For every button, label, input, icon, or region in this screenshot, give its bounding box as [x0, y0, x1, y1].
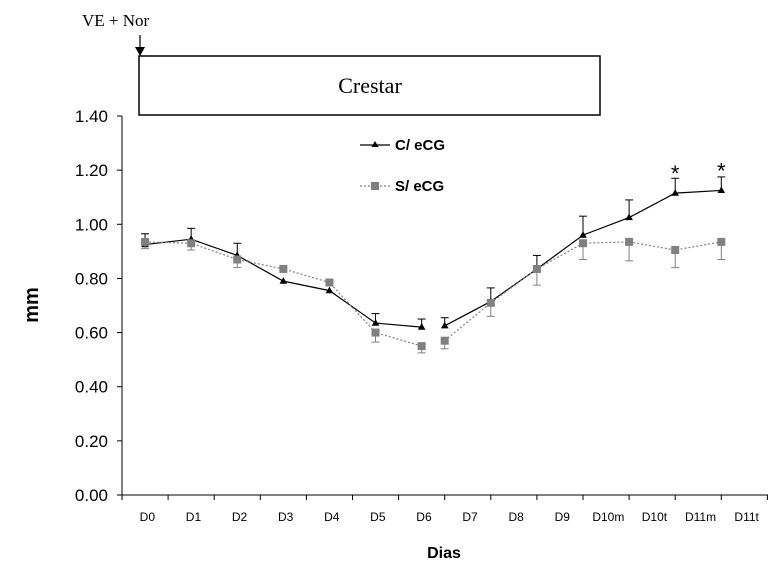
data-point	[417, 342, 426, 351]
x-tick-label: D10t	[642, 510, 668, 524]
y-tick-label: 1.20	[75, 161, 108, 180]
x-tick-label: D8	[508, 510, 524, 524]
data-point	[325, 278, 334, 287]
series-c-ecg	[141, 176, 726, 330]
series-group	[141, 176, 726, 354]
x-tick-label: D9	[555, 510, 571, 524]
data-point	[717, 186, 726, 194]
data-point	[440, 336, 449, 345]
data-point	[671, 189, 679, 196]
data-point	[325, 286, 334, 294]
legend-s-label: S/ eCG	[395, 178, 444, 195]
legend-c-marker	[371, 141, 379, 147]
x-tick-label: D11m	[685, 510, 716, 524]
data-point	[141, 237, 150, 246]
data-point	[417, 323, 426, 330]
data-point	[625, 213, 633, 221]
y-axis-title: mm	[21, 287, 43, 323]
data-point	[233, 255, 242, 264]
data-point	[579, 231, 587, 238]
data-point	[371, 319, 380, 326]
x-tick-label: D11t	[734, 510, 759, 524]
y-tick-label: 0.80	[75, 269, 108, 288]
y-tick-label: 1.00	[75, 215, 108, 234]
data-point	[371, 328, 380, 337]
legend-c-label: C/ eCG	[395, 137, 445, 154]
data-point	[625, 237, 634, 246]
crestar-box	[138, 55, 601, 116]
ve-nor-label: VE + Nor	[82, 11, 150, 30]
y-tick-label: 0.20	[75, 432, 108, 451]
y-tick-label: 0.40	[75, 378, 108, 397]
data-point	[671, 246, 680, 255]
y-tick-label: 1.40	[75, 107, 108, 126]
x-tick-label: D3	[278, 510, 294, 524]
data-point	[532, 264, 541, 273]
data-point	[717, 237, 726, 246]
x-tick-label: D1	[186, 510, 202, 524]
x-tick-label: D7	[462, 510, 478, 524]
x-tick-label: D2	[232, 510, 248, 524]
data-point	[579, 239, 587, 248]
data-point	[279, 277, 288, 284]
data-point	[486, 298, 495, 307]
x-ticks: D0 D1 D2 D3 D4 D5 D6 D7 D8 D9 D10m D10t D11m D11t	[121, 495, 768, 524]
series-s-ecg	[141, 237, 726, 354]
x-tick-label: D10m	[592, 510, 624, 524]
crestar-label: Crestar	[338, 73, 402, 98]
significance-asterisk: *	[717, 158, 726, 183]
y-tick-label: 0.60	[75, 324, 108, 343]
x-tick-label: D6	[416, 510, 432, 524]
legend: C/ eCG S/ eCG	[360, 137, 445, 195]
x-tick-label: D5	[370, 510, 386, 524]
legend-s-marker	[371, 182, 379, 190]
data-point	[187, 239, 196, 248]
x-tick-label: D4	[324, 510, 340, 524]
y-tick-label: 0.00	[75, 486, 108, 505]
x-axis-title: Dias	[427, 545, 461, 562]
significance-asterisk: *	[671, 161, 680, 186]
annotation-arrow-head	[135, 47, 145, 56]
data-point	[279, 264, 288, 273]
y-ticks: 0.00 0.20 0.40 0.60 0.80 1.00 1.20 1.40	[75, 107, 122, 505]
significance-marks: * *	[671, 158, 726, 186]
series-line	[145, 241, 422, 347]
data-point	[440, 321, 449, 329]
x-tick-label: D0	[140, 510, 156, 524]
